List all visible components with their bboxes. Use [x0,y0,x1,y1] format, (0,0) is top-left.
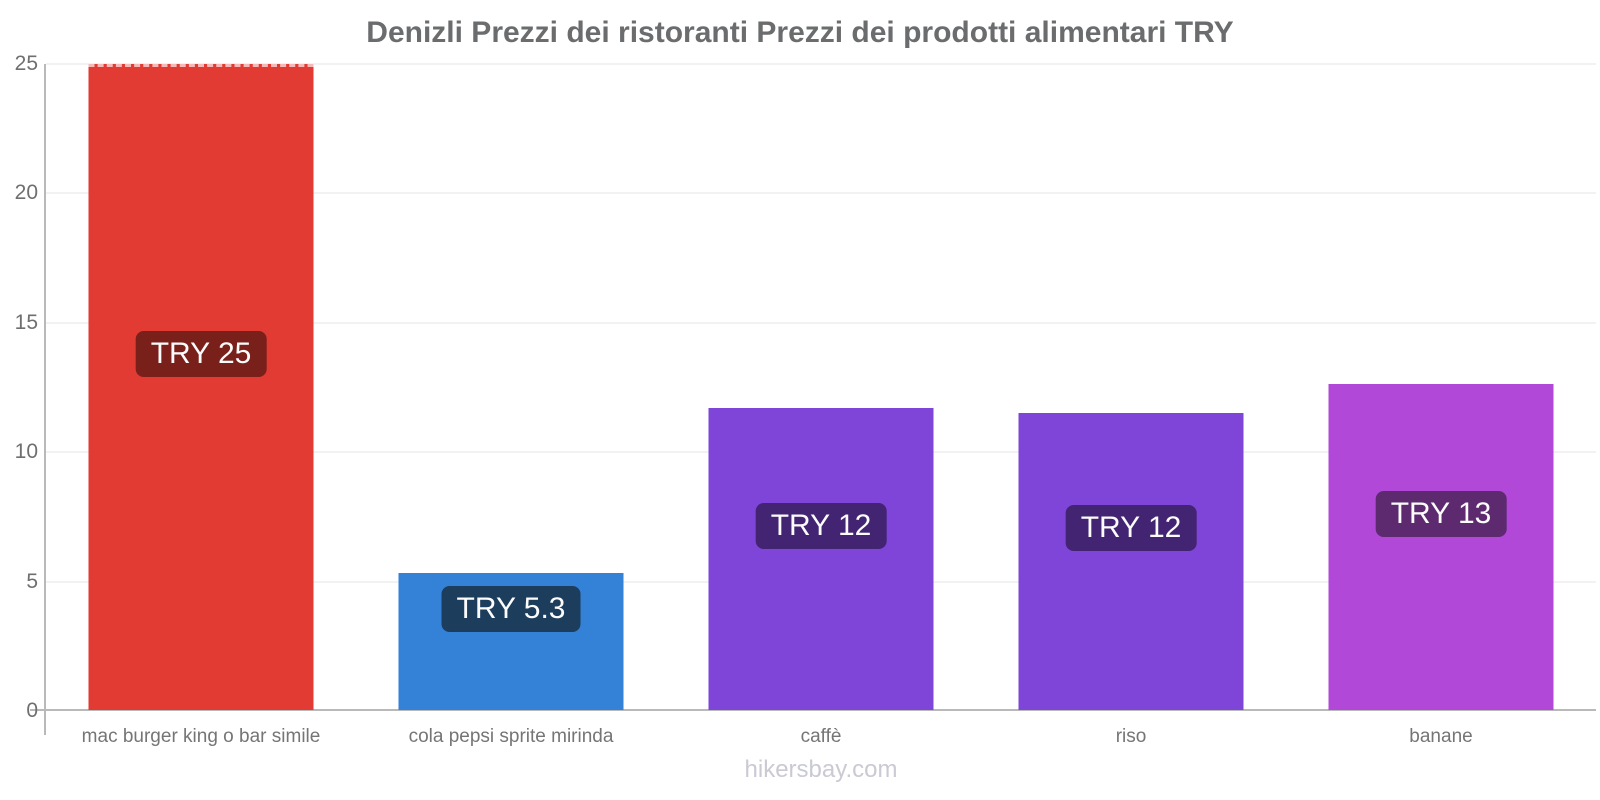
bar-value-label: TRY 5.3 [441,585,581,632]
y-tick-label-15: 15 [14,310,38,334]
footer-watermark: hikersbay.com [744,756,898,783]
gridline-y-15 [46,321,1596,324]
bar [1328,384,1554,710]
chart-title: Denizli Prezzi dei ristoranti Prezzi dei… [366,16,1234,49]
plot-area: 0 5 10 15 20 25 TRY 25 mac burger king o bar si… [15,53,1596,747]
bar [1018,412,1244,710]
y-tick-label-20: 20 [14,181,38,205]
y-tick-label-5: 5 [26,569,38,593]
category-label: caffè [800,726,842,747]
bar-value-label: TRY 12 [1065,505,1197,552]
bar-slot: TRY 13 banane [1286,64,1596,747]
y-axis-line [44,64,46,735]
category-label: riso [1115,726,1147,747]
category-label: banane [1409,726,1473,747]
x-axis-baseline [30,709,1596,711]
bar [88,64,314,710]
bar [708,407,934,710]
bar-value-label: TRY 25 [135,331,267,377]
y-tick-label-0: 0 [26,699,38,722]
bar-slot: TRY 25 mac burger king o bar simile [46,64,356,747]
category-label: mac burger king o bar simile [81,726,321,747]
bar-value-label: TRY 13 [1375,491,1507,538]
gridline-y-25 [46,63,1596,65]
bar-value-label: TRY 12 [755,502,887,549]
bar-slot: TRY 5.3 cola pepsi sprite mirinda [356,64,666,747]
bar-slot: TRY 12 caffè [666,64,976,747]
gridline-y-20 [46,192,1596,195]
category-label: cola pepsi sprite mirinda [408,726,614,747]
bar-slot: TRY 12 riso [976,64,1286,747]
y-tick-label-25: 25 [14,52,38,75]
y-tick-label-10: 10 [14,440,38,464]
